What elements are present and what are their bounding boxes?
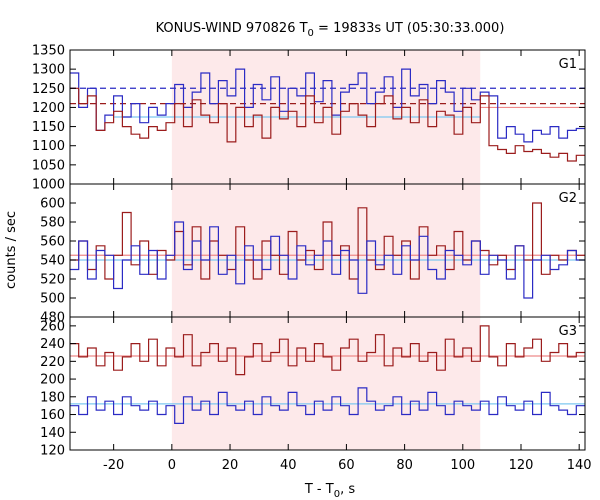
panel-g2-ytick-label-560: 560	[40, 235, 65, 250]
panel-g2-ytick-label-480: 480	[40, 311, 65, 326]
panel-g1-series-dark_red	[70, 87, 585, 162]
panel-g3-ytick-label-180: 180	[40, 390, 65, 405]
panel-g3-ytick-label-200: 200	[40, 373, 65, 388]
panel-g3-ytick-label-160: 160	[40, 408, 65, 423]
xtick-label-120: 120	[509, 458, 534, 473]
y-axis-label: counts / sec	[4, 211, 19, 289]
panel-g2-ytick-label-500: 500	[40, 292, 65, 307]
panel-g2-name-label: G2	[559, 191, 577, 206]
panel-g1-ytick-label-1350: 1350	[32, 44, 65, 59]
panel-g2-series-blue	[70, 221, 585, 299]
panel-g3-series-dark_red	[70, 325, 585, 376]
x-axis-label-rest: , s	[340, 482, 355, 497]
chart-title-rest: = 19833s UT (05:30:33.000)	[314, 21, 504, 36]
panel-g1-ytick-label-1300: 1300	[32, 63, 65, 78]
panel-g3-ytick-label-260: 260	[40, 319, 65, 334]
xtick-label-0: 0	[168, 458, 176, 473]
xtick-label--20: -20	[103, 458, 124, 473]
panel-g3-ytick-label-120: 120	[40, 444, 65, 459]
panel-g1-ytick-label-1100: 1100	[32, 139, 65, 154]
panel-g3-ytick-label-140: 140	[40, 426, 65, 441]
chart-title-main: KONUS-WIND 970826 T	[156, 21, 308, 36]
panel-g1-name-label: G1	[559, 57, 577, 72]
panel-g1-ytick-label-1050: 1050	[32, 158, 65, 173]
plot-area: 10001050110011501200125013001350G1480500…	[32, 44, 592, 474]
x-axis-label: T - T0, s	[304, 482, 355, 500]
panel-g3-name-label: G3	[559, 324, 577, 339]
panel-g3-ytick-label-220: 220	[40, 355, 65, 370]
panel-g1-ytick-label-1150: 1150	[32, 120, 65, 135]
panel-g3-series-blue	[70, 387, 585, 424]
xtick-label-20: 20	[222, 458, 239, 473]
x-axis-label-main: T - T	[304, 482, 334, 497]
panel-g2-ytick-label-580: 580	[40, 216, 65, 231]
panel-g1-ytick-label-1250: 1250	[32, 82, 65, 97]
panel-g3-ytick-label-240: 240	[40, 337, 65, 352]
xtick-label-40: 40	[280, 458, 297, 473]
panel-g2-ytick-label-600: 600	[40, 197, 65, 212]
panel-g2-ytick-label-540: 540	[40, 254, 65, 269]
x-axis-label-subscript: 0	[334, 489, 340, 500]
panel-g2-ytick-label-520: 520	[40, 273, 65, 288]
xtick-label-80: 80	[396, 458, 413, 473]
xtick-label-100: 100	[450, 458, 475, 473]
chart-title: KONUS-WIND 970826 T0 = 19833s UT (05:30:…	[156, 21, 505, 39]
xtick-label-140: 140	[567, 458, 592, 473]
chart-title-subscript: 0	[308, 28, 314, 39]
panel-g1-ytick-label-1000: 1000	[32, 178, 65, 193]
xtick-label-60: 60	[338, 458, 355, 473]
panel-g1-ytick-label-1200: 1200	[32, 101, 65, 116]
panel-g1-series-blue	[70, 68, 585, 143]
panel-g3-frame	[69, 316, 586, 451]
